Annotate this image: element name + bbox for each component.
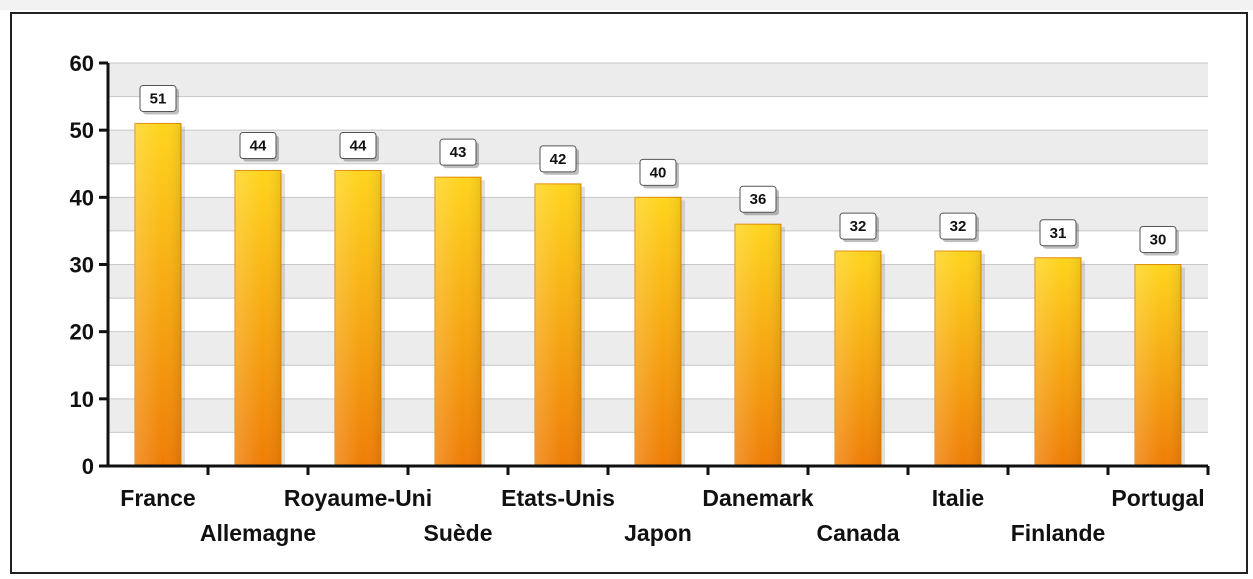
value-label-box — [539, 145, 577, 173]
value-labels: 51 44 44 43 42 40 36 32 32 31 30 — [139, 84, 1179, 256]
x-category-label: Japon — [624, 520, 692, 546]
value-label: 32 — [839, 212, 879, 243]
y-tick-label: 60 — [70, 51, 94, 76]
bar-japon — [634, 196, 685, 467]
value-label-text: 32 — [850, 218, 867, 235]
value-label: 30 — [1139, 226, 1179, 256]
x-category-label: Canada — [816, 520, 899, 546]
bar-finlande — [1034, 257, 1085, 467]
value-label-text: 42 — [550, 151, 567, 168]
y-tick-label: 20 — [70, 320, 94, 345]
axes — [99, 61, 1210, 475]
x-category-label: Portugal — [1111, 485, 1204, 511]
x-category-label: Royaume-Uni — [284, 485, 432, 511]
bar-highlight — [635, 197, 681, 467]
plot-band — [108, 96, 1208, 131]
bar-allemagne — [234, 169, 285, 467]
value-label-box — [639, 158, 677, 186]
value-label: 51 — [139, 84, 179, 115]
x-category-label: Etats-Unis — [501, 485, 615, 511]
bar-highlight — [1035, 257, 1081, 466]
value-label-text: 32 — [950, 218, 967, 235]
value-label-box — [1039, 219, 1077, 247]
value-label-box — [1139, 226, 1177, 253]
bars — [134, 122, 1185, 467]
bar-portugal — [1134, 264, 1185, 467]
x-category-label: Danemark — [702, 485, 813, 511]
value-label: 36 — [739, 185, 779, 216]
value-label-box — [839, 212, 877, 240]
value-label-text: 44 — [250, 137, 267, 154]
x-category-label: Allemagne — [200, 520, 316, 546]
bar-highlight — [135, 123, 181, 466]
value-label-text: 51 — [150, 90, 167, 107]
value-label: 44 — [339, 131, 379, 162]
plot-band — [108, 63, 1208, 97]
y-tick-label: 30 — [70, 253, 94, 278]
value-label-text: 30 — [1150, 232, 1167, 249]
value-label: 32 — [939, 212, 979, 243]
x-category-label: Italie — [932, 485, 984, 511]
value-label-box — [339, 131, 377, 159]
y-tick-label: 50 — [70, 118, 94, 143]
bar-france — [134, 122, 185, 467]
value-label: 40 — [639, 158, 679, 189]
bar-highlight — [335, 170, 381, 466]
bar-highlight — [735, 224, 781, 466]
y-tick-label: 0 — [82, 454, 94, 479]
bar-highlight — [435, 177, 481, 466]
x-category-label: France — [120, 485, 195, 511]
value-label-text: 36 — [750, 191, 767, 208]
bar-royaume-uni — [334, 169, 385, 467]
bar-danemark — [734, 223, 785, 467]
bar-highlight — [835, 251, 881, 466]
x-category-label: Finlande — [1011, 520, 1106, 546]
bar-highlight — [935, 251, 981, 466]
value-label-text: 31 — [1050, 225, 1067, 242]
bar-etats-unis — [534, 183, 585, 467]
value-label-box — [239, 131, 277, 159]
bar-suède — [434, 176, 485, 467]
value-label: 31 — [1039, 219, 1079, 249]
value-label: 43 — [439, 138, 479, 169]
value-label: 44 — [239, 131, 279, 162]
y-tick-label: 40 — [70, 185, 94, 210]
y-tick-label: 10 — [70, 387, 94, 412]
value-label-text: 44 — [350, 137, 367, 154]
bar-highlight — [535, 183, 581, 466]
value-label-text: 43 — [450, 144, 467, 161]
bar-highlight — [1135, 264, 1181, 466]
value-label-box — [739, 185, 777, 213]
y-tick-labels: 0 10 20 30 40 50 60 — [70, 51, 94, 479]
plot-band — [108, 130, 1208, 164]
value-label-box — [439, 138, 477, 166]
value-label: 42 — [539, 145, 579, 175]
value-label-box — [139, 84, 177, 112]
value-label-box — [939, 212, 977, 240]
top-strip — [0, 0, 1253, 10]
bar-italie — [934, 250, 985, 467]
value-label-text: 40 — [650, 164, 667, 181]
x-category-label: Suède — [423, 520, 492, 546]
bar-canada — [834, 250, 885, 467]
bar-highlight — [235, 170, 281, 466]
